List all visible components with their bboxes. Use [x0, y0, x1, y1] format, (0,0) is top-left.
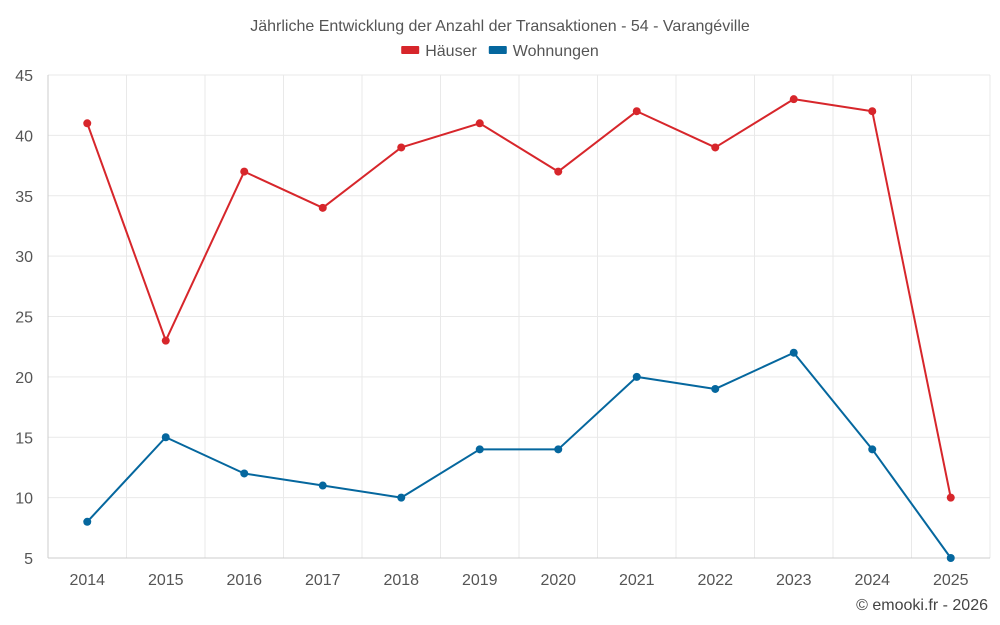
y-axis: 5 10 15 20 25 30 35 40 45 [15, 68, 33, 568]
data-point[interactable] [632, 107, 641, 116]
data-point[interactable] [318, 203, 327, 212]
data-point[interactable] [789, 348, 798, 357]
legend-item-0[interactable]: Häuser [401, 43, 477, 60]
data-point[interactable] [161, 433, 170, 442]
data-point[interactable] [946, 554, 955, 562]
x-tick-label: 2025 [933, 572, 969, 589]
x-tick-label: 2022 [697, 572, 733, 589]
data-point[interactable] [240, 469, 249, 478]
data-point[interactable] [397, 493, 406, 502]
data-point[interactable] [161, 336, 170, 345]
x-tick-label: 2014 [69, 572, 105, 589]
x-tick-label: 2015 [148, 572, 184, 589]
y-tick-label: 25 [15, 310, 33, 327]
data-point[interactable] [554, 167, 563, 176]
x-tick-label: 2016 [226, 572, 262, 589]
x-tick-label: 2019 [462, 572, 498, 589]
legend-label: Häuser [425, 43, 477, 60]
data-point[interactable] [475, 119, 484, 128]
data-point[interactable] [475, 445, 484, 454]
data-point[interactable] [397, 143, 406, 152]
data-point[interactable] [554, 445, 563, 454]
x-tick-label: 2018 [383, 572, 419, 589]
data-point[interactable] [632, 372, 641, 381]
y-tick-label: 45 [15, 68, 33, 85]
series-line-0 [86, 98, 952, 498]
data-point[interactable] [946, 493, 955, 502]
data-point[interactable] [83, 119, 92, 128]
x-axis: 2014 2015 2016 2017 2018 2019 2020 2021 2022 2023… [69, 572, 968, 589]
x-tick-label: 2020 [540, 572, 576, 589]
legend: Häuser Wohnungen [401, 43, 599, 60]
x-tick-label: 2023 [776, 572, 812, 589]
credit-text: © emooki.fr - 2026 [856, 597, 988, 614]
y-tick-label: 20 [15, 370, 33, 387]
legend-swatch [401, 46, 420, 54]
y-tick-label: 10 [15, 491, 33, 508]
x-tick-label: 2021 [619, 572, 655, 589]
data-point[interactable] [868, 107, 877, 116]
series-line-1 [86, 351, 952, 559]
y-tick-label: 40 [15, 128, 33, 145]
y-tick-label: 35 [15, 189, 33, 206]
data-point[interactable] [711, 384, 720, 393]
x-tick-label: 2017 [305, 572, 341, 589]
data-point[interactable] [711, 143, 720, 152]
data-point[interactable] [868, 445, 877, 454]
data-point[interactable] [318, 481, 327, 490]
legend-label: Wohnungen [513, 43, 599, 60]
legend-item-1[interactable]: Wohnungen [488, 43, 599, 60]
data-point[interactable] [83, 517, 92, 526]
chart-title: Jährliche Entwicklung der Anzahl der Tra… [250, 18, 750, 35]
data-point[interactable] [240, 167, 249, 176]
y-tick-label: 15 [15, 430, 33, 447]
data-point[interactable] [789, 95, 798, 104]
y-tick-label: 30 [15, 249, 33, 266]
y-tick-label: 5 [24, 551, 33, 568]
series-group [83, 95, 955, 562]
x-tick-label: 2024 [854, 572, 890, 589]
legend-swatch [488, 46, 507, 54]
